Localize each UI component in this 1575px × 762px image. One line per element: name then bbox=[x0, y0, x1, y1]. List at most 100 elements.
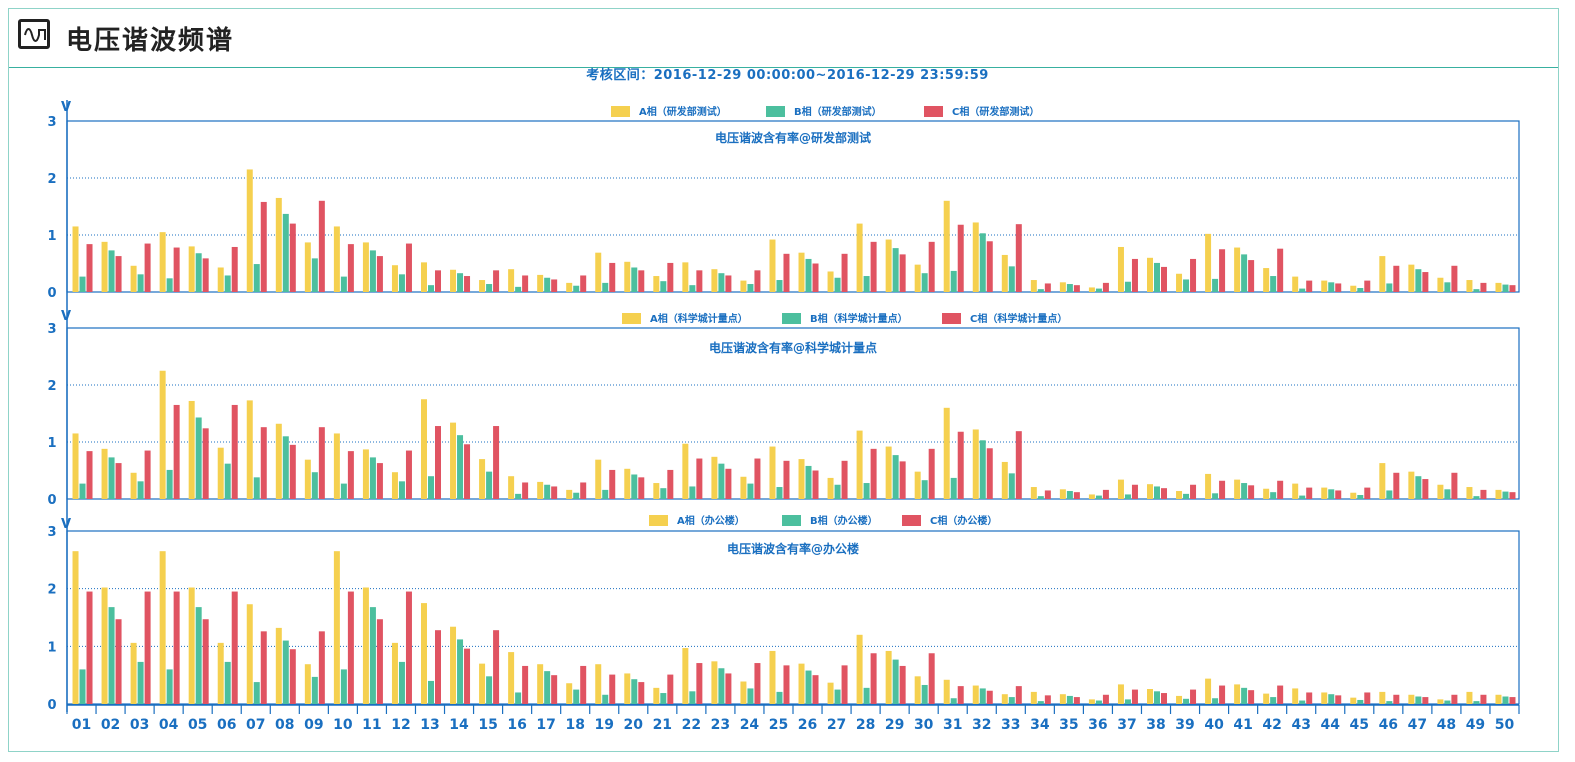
bar bbox=[1037, 496, 1044, 499]
bar bbox=[1124, 494, 1131, 499]
bar bbox=[914, 471, 921, 499]
bar bbox=[231, 591, 238, 704]
bar bbox=[1480, 694, 1487, 704]
bar bbox=[544, 277, 551, 292]
bar bbox=[1001, 694, 1008, 704]
bar bbox=[522, 665, 529, 704]
legend-swatch bbox=[766, 106, 785, 117]
bar bbox=[1350, 285, 1357, 292]
bar bbox=[1451, 472, 1458, 499]
waveform-icon bbox=[18, 19, 50, 49]
bar bbox=[1263, 693, 1270, 704]
x-tick-label: 35 bbox=[1059, 717, 1078, 733]
bar bbox=[340, 669, 347, 704]
bar bbox=[1335, 695, 1342, 704]
bar bbox=[1176, 273, 1183, 292]
bar bbox=[1095, 495, 1102, 499]
bar bbox=[137, 481, 144, 499]
bar bbox=[653, 483, 660, 499]
bar bbox=[115, 256, 122, 292]
bar bbox=[405, 243, 412, 292]
bar bbox=[1509, 697, 1516, 704]
bar bbox=[72, 551, 79, 704]
bar bbox=[486, 676, 493, 704]
x-tick-label: 50 bbox=[1495, 717, 1515, 733]
bar bbox=[841, 665, 848, 704]
chart-title: 电压谐波含有率@办公楼 bbox=[727, 541, 859, 556]
bar bbox=[1466, 691, 1473, 704]
bar bbox=[950, 698, 957, 704]
bar bbox=[660, 693, 667, 704]
bar bbox=[798, 252, 805, 292]
bar bbox=[747, 483, 754, 499]
legend-swatch bbox=[622, 313, 641, 324]
y-tick-label: 0 bbox=[47, 286, 56, 301]
bar bbox=[479, 663, 486, 704]
bar bbox=[1030, 280, 1037, 292]
bar bbox=[1131, 258, 1138, 292]
bar bbox=[856, 223, 863, 292]
bar bbox=[282, 213, 289, 292]
bar bbox=[1161, 266, 1167, 292]
bar bbox=[783, 665, 790, 704]
x-tick-label: 31 bbox=[943, 717, 962, 733]
bar bbox=[144, 450, 151, 499]
bar bbox=[304, 459, 311, 499]
bar bbox=[101, 241, 108, 292]
bar bbox=[856, 634, 863, 704]
bar bbox=[246, 400, 253, 499]
bar bbox=[783, 253, 790, 292]
bar bbox=[551, 675, 558, 704]
bar bbox=[1117, 246, 1124, 292]
bar bbox=[1030, 691, 1037, 704]
bar bbox=[827, 477, 834, 499]
bar bbox=[1212, 698, 1219, 704]
bar bbox=[1044, 695, 1051, 704]
bar bbox=[1364, 487, 1371, 499]
bar bbox=[537, 664, 544, 704]
bar bbox=[188, 587, 195, 704]
bar bbox=[1059, 694, 1066, 704]
bar bbox=[841, 253, 848, 292]
bar bbox=[979, 440, 986, 499]
x-tick-label: 09 bbox=[304, 717, 323, 733]
bar bbox=[1328, 282, 1335, 292]
bar bbox=[1161, 488, 1167, 499]
bar bbox=[1495, 489, 1502, 499]
bar bbox=[1095, 288, 1102, 292]
bar bbox=[899, 665, 906, 704]
bar bbox=[289, 223, 296, 292]
bar bbox=[398, 481, 405, 499]
bar bbox=[1277, 480, 1284, 499]
bar bbox=[1408, 694, 1415, 704]
x-tick-label: 24 bbox=[740, 717, 760, 733]
bar bbox=[1073, 492, 1080, 499]
bar bbox=[834, 689, 841, 704]
bar bbox=[696, 270, 703, 292]
bar bbox=[631, 679, 638, 704]
bar bbox=[566, 282, 573, 292]
legend-swatch bbox=[782, 313, 801, 324]
bar bbox=[1292, 688, 1299, 704]
x-tick-label: 11 bbox=[362, 717, 381, 733]
bar bbox=[464, 276, 471, 292]
bar bbox=[885, 446, 892, 499]
bar bbox=[144, 591, 151, 704]
legend-label: C相（研发部测试） bbox=[952, 105, 1039, 118]
page-title: 电压谐波频谱 bbox=[66, 26, 235, 56]
bar bbox=[776, 280, 783, 292]
x-tick-label: 41 bbox=[1233, 717, 1252, 733]
bar bbox=[921, 273, 928, 292]
bar bbox=[464, 444, 471, 499]
bar bbox=[972, 222, 979, 292]
bar bbox=[428, 680, 434, 704]
bar bbox=[188, 400, 195, 499]
bar bbox=[450, 626, 457, 704]
bar bbox=[1066, 695, 1073, 704]
y-tick-label: 3 bbox=[47, 115, 56, 130]
legend-swatch bbox=[611, 106, 630, 117]
bar bbox=[1088, 699, 1095, 704]
bar bbox=[747, 688, 754, 704]
bar bbox=[595, 664, 602, 704]
bar bbox=[812, 675, 819, 704]
